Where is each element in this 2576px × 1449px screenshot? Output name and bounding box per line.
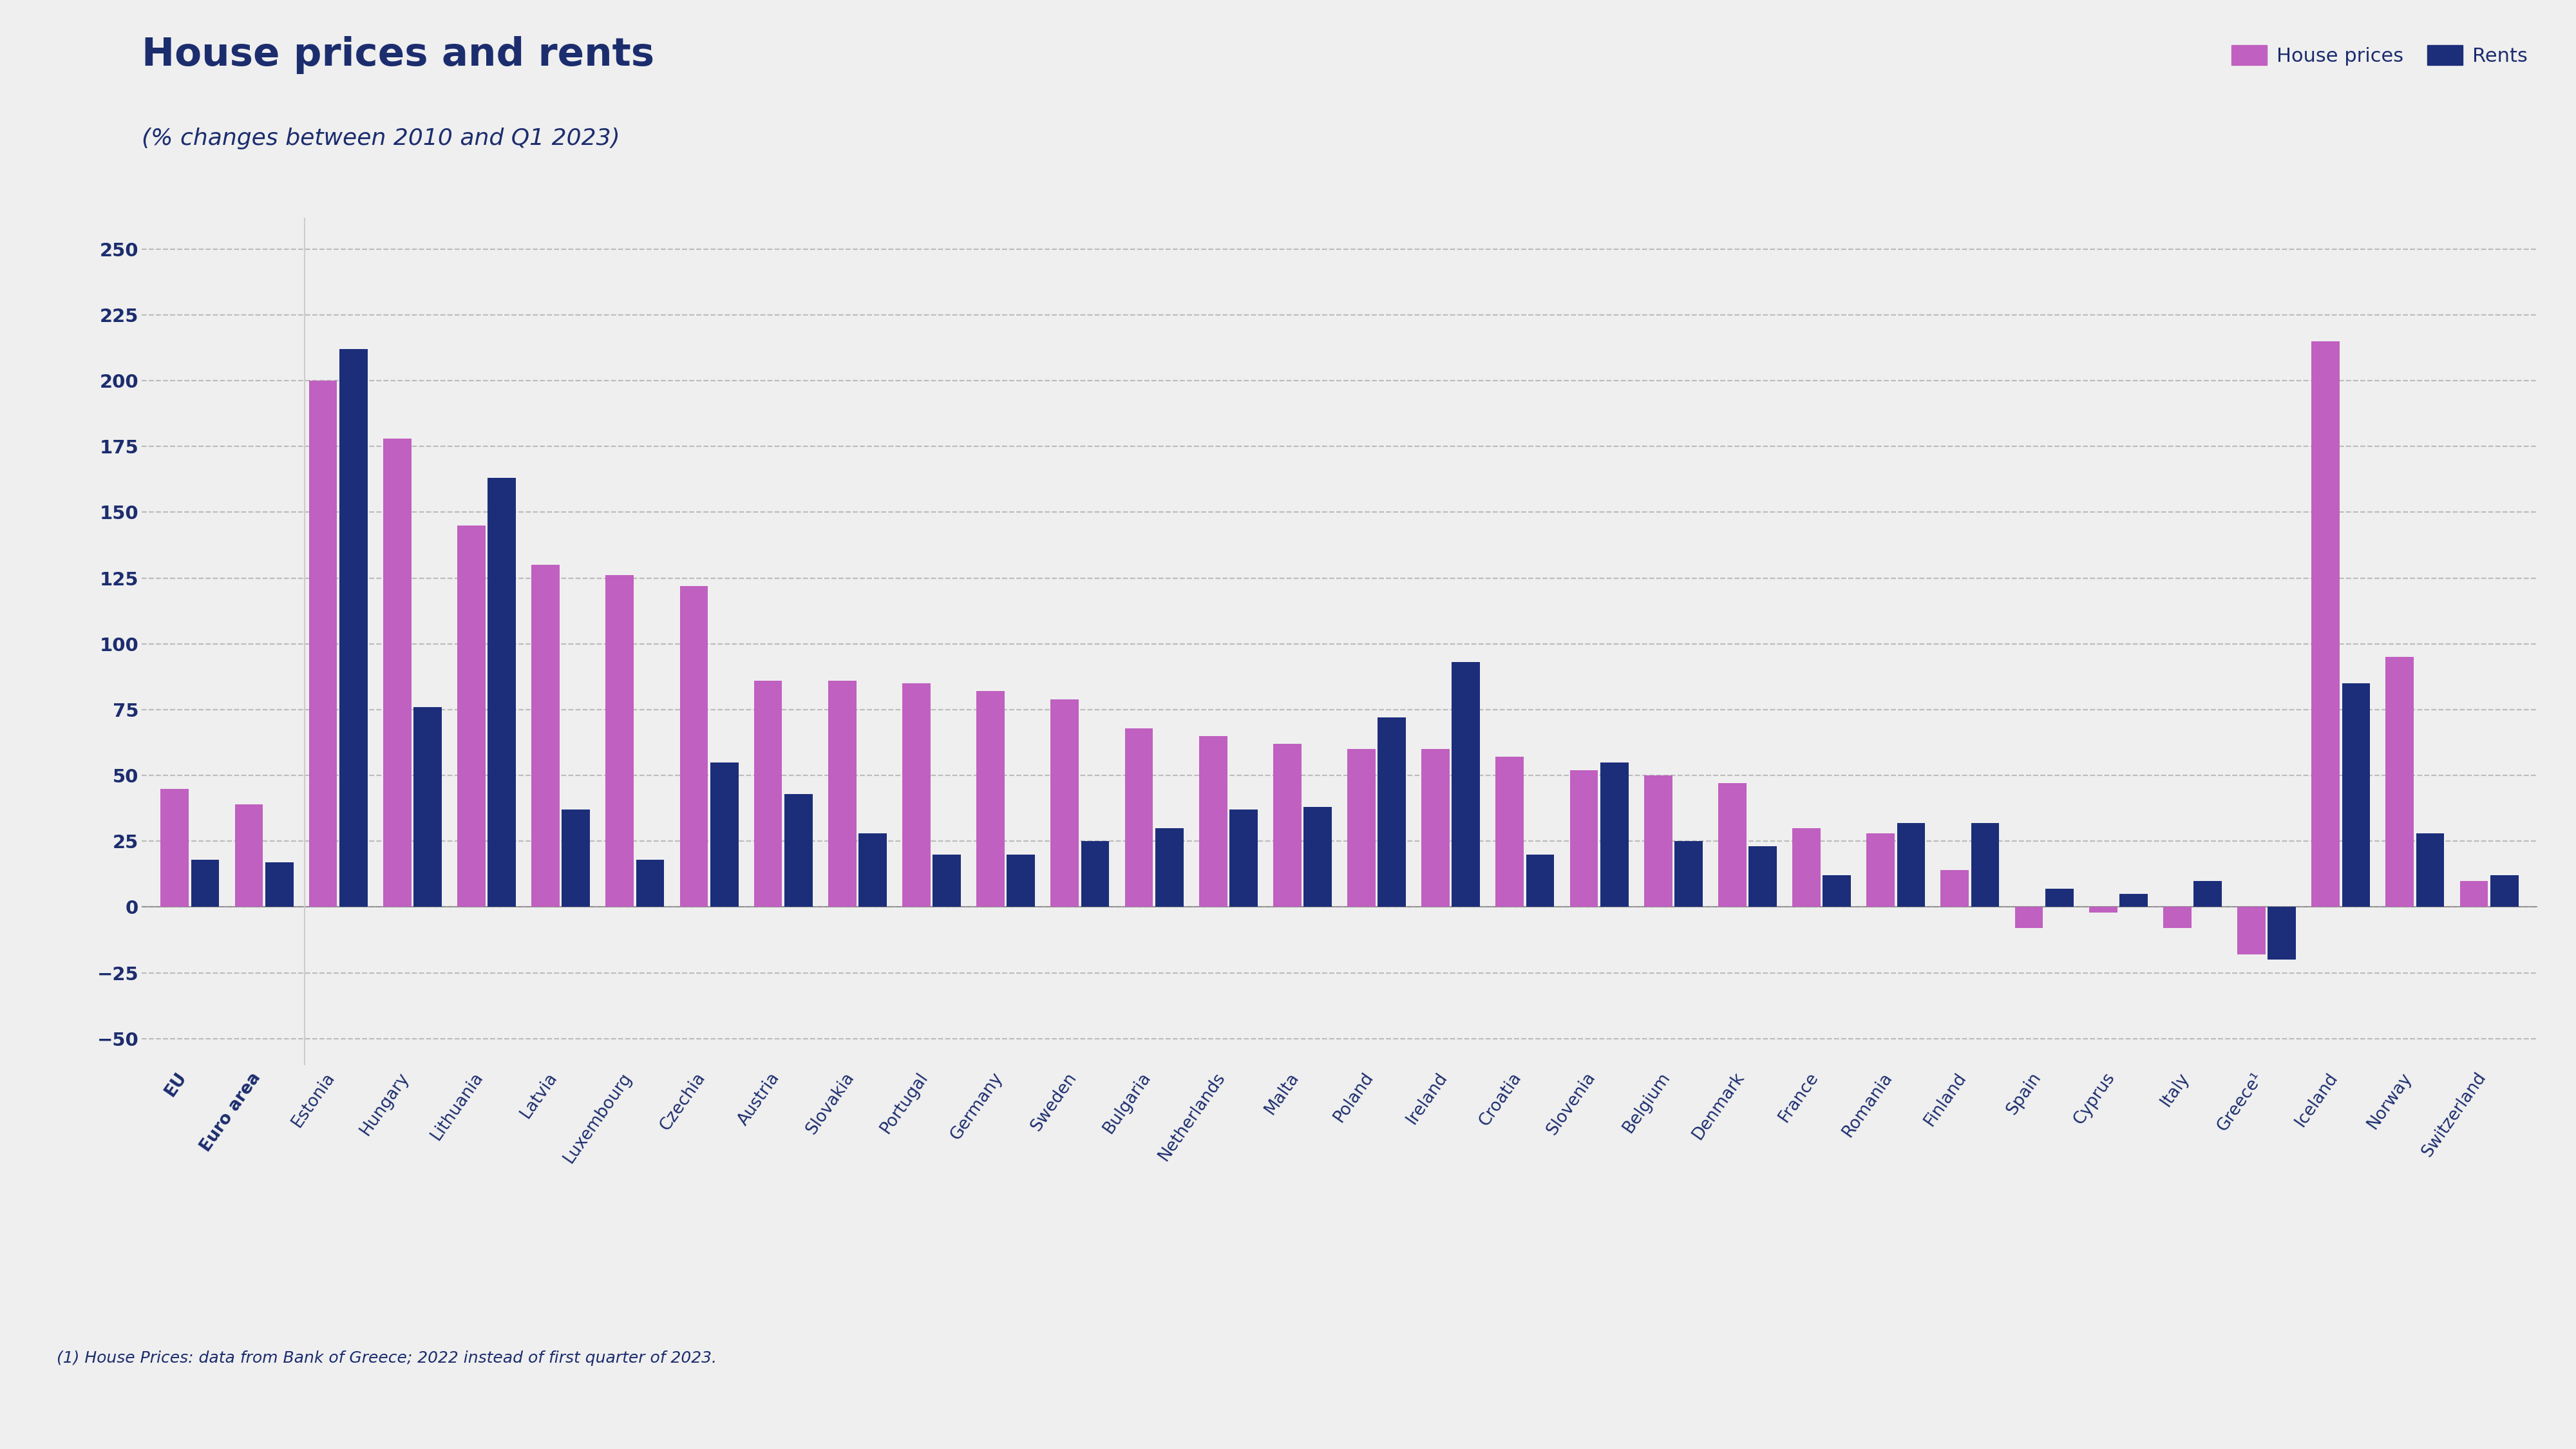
Bar: [1525, 855, 1553, 907]
Bar: [2311, 341, 2339, 907]
Bar: [976, 691, 1005, 907]
Bar: [2460, 881, 2488, 907]
Bar: [1940, 871, 1968, 907]
Bar: [487, 478, 515, 907]
Bar: [1303, 807, 1332, 907]
Text: (% changes between 2010 and Q1 2023): (% changes between 2010 and Q1 2023): [142, 128, 621, 149]
Bar: [2014, 907, 2043, 929]
Bar: [1896, 823, 1924, 907]
Bar: [2385, 656, 2414, 907]
Bar: [562, 810, 590, 907]
Bar: [2342, 684, 2370, 907]
Bar: [2239, 907, 2264, 955]
Bar: [340, 349, 368, 907]
Bar: [2120, 894, 2148, 907]
Bar: [1793, 827, 1821, 907]
Bar: [680, 585, 708, 907]
Bar: [827, 681, 855, 907]
Bar: [1051, 698, 1079, 907]
Bar: [1497, 756, 1525, 907]
Bar: [1126, 727, 1154, 907]
Bar: [415, 707, 440, 907]
Bar: [160, 788, 188, 907]
Bar: [1749, 846, 1777, 907]
Bar: [636, 859, 665, 907]
Bar: [531, 565, 559, 907]
Bar: [858, 833, 886, 907]
Text: (1) House Prices: data from Bank of Greece; 2022 instead of first quarter of 202: (1) House Prices: data from Bank of Gree…: [57, 1350, 716, 1366]
Bar: [783, 794, 811, 907]
Bar: [1600, 762, 1628, 907]
Legend: House prices, Rents: House prices, Rents: [2231, 45, 2527, 65]
Bar: [933, 855, 961, 907]
Bar: [265, 862, 294, 907]
Bar: [755, 681, 783, 907]
Bar: [2045, 888, 2074, 907]
Bar: [1198, 736, 1226, 907]
Bar: [2491, 875, 2519, 907]
Bar: [1229, 810, 1257, 907]
Bar: [2195, 881, 2221, 907]
Bar: [234, 804, 263, 907]
Bar: [1971, 823, 1999, 907]
Bar: [1824, 875, 1852, 907]
Bar: [2089, 907, 2117, 913]
Bar: [2416, 833, 2445, 907]
Bar: [459, 526, 484, 907]
Bar: [2164, 907, 2192, 929]
Bar: [1453, 662, 1481, 907]
Bar: [1674, 842, 1703, 907]
Bar: [605, 575, 634, 907]
Bar: [1007, 855, 1036, 907]
Bar: [1082, 842, 1110, 907]
Bar: [1154, 827, 1182, 907]
Text: House prices and rents: House prices and rents: [142, 36, 654, 74]
Bar: [309, 381, 337, 907]
Bar: [1718, 784, 1747, 907]
Bar: [384, 439, 412, 907]
Bar: [1347, 749, 1376, 907]
Bar: [711, 762, 739, 907]
Bar: [1569, 771, 1597, 907]
Bar: [191, 859, 219, 907]
Bar: [1422, 749, 1450, 907]
Bar: [1868, 833, 1896, 907]
Bar: [902, 684, 930, 907]
Bar: [2267, 907, 2295, 959]
Bar: [1643, 775, 1672, 907]
Bar: [1378, 717, 1406, 907]
Bar: [1273, 743, 1301, 907]
